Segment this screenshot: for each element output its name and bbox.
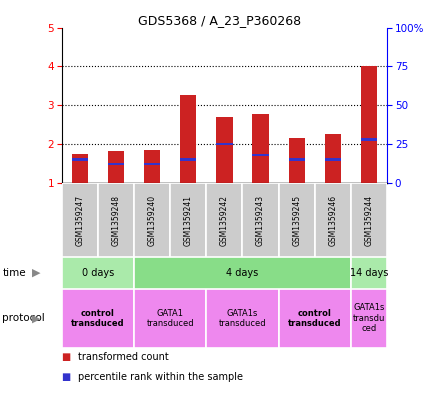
Bar (253, 154, 269, 156)
Text: GDS5368 / A_23_P360268: GDS5368 / A_23_P360268 (139, 14, 301, 27)
Bar (62, 183, 98, 257)
Text: GSM1359243: GSM1359243 (256, 195, 265, 246)
Bar (144, 163, 160, 165)
Bar (289, 138, 305, 183)
Bar (315, 183, 351, 257)
Bar (206, 183, 242, 257)
Bar (351, 183, 387, 257)
Bar (170, 183, 206, 257)
Bar (206, 289, 279, 348)
Bar (134, 257, 351, 289)
Bar (62, 289, 134, 348)
Text: GSM1359247: GSM1359247 (75, 195, 84, 246)
Bar (361, 66, 377, 183)
Text: transformed count: transformed count (78, 352, 169, 362)
Text: GSM1359244: GSM1359244 (365, 195, 374, 246)
Bar (216, 143, 232, 145)
Text: GSM1359246: GSM1359246 (328, 195, 337, 246)
Text: ▶: ▶ (32, 313, 40, 323)
Bar (325, 158, 341, 161)
Text: GSM1359245: GSM1359245 (292, 195, 301, 246)
Text: ■: ■ (62, 372, 71, 382)
Bar (180, 95, 196, 183)
Bar (72, 154, 88, 183)
Text: GATA1
transduced: GATA1 transduced (147, 309, 194, 328)
Bar (351, 257, 387, 289)
Text: ■: ■ (62, 352, 71, 362)
Text: percentile rank within the sample: percentile rank within the sample (78, 372, 243, 382)
Text: 4 days: 4 days (226, 268, 259, 278)
Bar (279, 289, 351, 348)
Bar (180, 158, 196, 161)
Bar (351, 289, 387, 348)
Text: GSM1359240: GSM1359240 (147, 195, 157, 246)
Text: 0 days: 0 days (82, 268, 114, 278)
Text: control
transduced: control transduced (288, 309, 341, 328)
Bar (108, 151, 124, 183)
Bar (98, 183, 134, 257)
Bar (279, 183, 315, 257)
Text: control
transduced: control transduced (71, 309, 125, 328)
Bar (289, 158, 305, 161)
Bar (72, 158, 88, 161)
Text: GSM1359241: GSM1359241 (184, 195, 193, 246)
Bar (325, 134, 341, 183)
Text: GSM1359248: GSM1359248 (111, 195, 121, 246)
Bar (62, 257, 134, 289)
Bar (144, 150, 160, 183)
Bar (108, 163, 124, 165)
Text: ▶: ▶ (32, 268, 40, 278)
Text: protocol: protocol (2, 313, 45, 323)
Text: GATA1s
transdu
ced: GATA1s transdu ced (353, 303, 385, 333)
Bar (134, 183, 170, 257)
Text: GSM1359242: GSM1359242 (220, 195, 229, 246)
Bar (216, 117, 232, 183)
Bar (361, 138, 377, 141)
Text: GATA1s
transduced: GATA1s transduced (219, 309, 266, 328)
Text: 14 days: 14 days (350, 268, 388, 278)
Bar (253, 114, 269, 183)
Text: time: time (2, 268, 26, 278)
Bar (134, 289, 206, 348)
Bar (242, 183, 279, 257)
